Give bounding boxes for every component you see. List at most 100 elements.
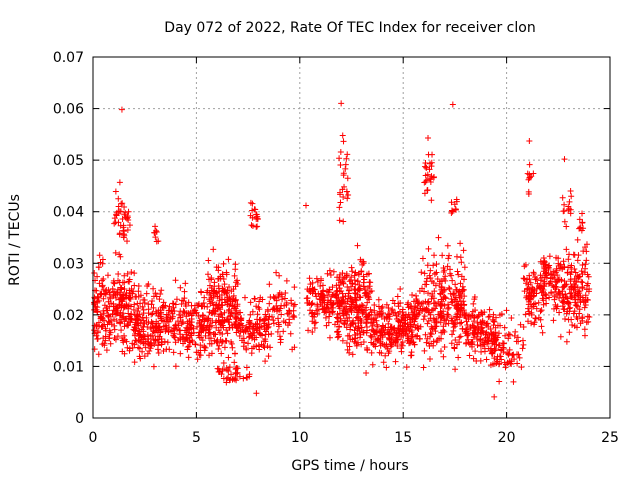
data-point	[357, 285, 364, 292]
data-point	[552, 269, 559, 276]
data-point	[514, 334, 521, 341]
data-point	[518, 364, 525, 371]
data-point	[135, 305, 142, 312]
data-point	[472, 348, 479, 355]
data-point	[117, 222, 124, 229]
data-point	[181, 288, 188, 295]
data-point	[461, 264, 468, 271]
data-point	[195, 349, 202, 356]
data-point	[343, 324, 350, 331]
data-point	[556, 288, 563, 295]
data-point	[521, 263, 528, 270]
data-point	[577, 299, 584, 306]
data-point	[206, 352, 213, 359]
data-point	[347, 326, 354, 333]
data-point	[171, 334, 178, 341]
data-point	[137, 300, 144, 307]
data-point	[144, 350, 151, 357]
data-point	[535, 299, 542, 306]
data-point	[559, 303, 566, 310]
data-point	[524, 170, 531, 177]
data-point	[224, 330, 231, 337]
data-point	[105, 298, 112, 305]
data-point	[445, 284, 452, 291]
data-point	[220, 260, 227, 267]
data-point	[122, 292, 129, 299]
data-point	[309, 329, 316, 336]
data-point	[451, 321, 458, 328]
data-point	[136, 345, 143, 352]
data-point	[543, 300, 550, 307]
data-point	[125, 322, 132, 329]
data-point	[220, 360, 227, 367]
data-point	[574, 236, 581, 243]
data-point	[129, 290, 136, 297]
data-point	[156, 333, 163, 340]
data-point	[280, 328, 287, 335]
data-point	[477, 329, 484, 336]
data-point	[428, 323, 435, 330]
data-point	[352, 304, 359, 311]
data-point	[205, 326, 212, 333]
data-point	[493, 336, 500, 343]
data-point	[470, 300, 477, 307]
data-point	[431, 288, 438, 295]
data-point	[344, 346, 351, 353]
data-point	[223, 271, 230, 278]
data-point	[494, 322, 501, 329]
data-point	[562, 290, 569, 297]
data-point	[574, 296, 581, 303]
data-point	[103, 305, 110, 312]
data-point	[487, 345, 494, 352]
data-point	[349, 320, 356, 327]
x-tick-label: 10	[291, 430, 309, 446]
data-point	[223, 326, 230, 333]
data-point	[455, 289, 462, 296]
data-point	[571, 266, 578, 273]
data-point	[107, 340, 114, 347]
data-point	[506, 358, 513, 365]
data-point	[399, 306, 406, 313]
data-point	[249, 308, 256, 315]
data-point	[276, 272, 283, 279]
data-point	[430, 262, 437, 269]
data-point	[206, 329, 213, 336]
data-point	[159, 303, 166, 310]
data-point	[119, 216, 126, 223]
data-point	[449, 277, 456, 284]
data-point	[94, 304, 101, 311]
data-point	[121, 211, 128, 218]
data-point	[193, 309, 200, 316]
data-point	[344, 283, 351, 290]
data-point	[423, 164, 430, 171]
data-point	[561, 283, 568, 290]
data-point	[270, 320, 277, 327]
data-point	[392, 358, 399, 365]
data-point	[422, 306, 429, 313]
data-point	[340, 218, 347, 225]
data-point	[134, 312, 141, 319]
data-point	[267, 344, 274, 351]
data-point	[448, 210, 455, 217]
data-point	[334, 334, 341, 341]
data-point	[340, 279, 347, 286]
data-point	[341, 274, 348, 281]
data-point	[508, 315, 515, 322]
data-point	[573, 324, 580, 331]
data-point	[178, 320, 185, 327]
data-point	[509, 352, 516, 359]
data-point	[382, 352, 389, 359]
data-point	[564, 269, 571, 276]
data-point	[314, 301, 321, 308]
data-point	[583, 257, 590, 264]
data-point	[343, 188, 350, 195]
data-point	[239, 326, 246, 333]
data-point	[479, 324, 486, 331]
data-point	[427, 330, 434, 337]
data-point	[329, 301, 336, 308]
data-point	[483, 334, 490, 341]
data-point	[227, 296, 234, 303]
data-point	[519, 345, 526, 352]
data-point	[416, 335, 423, 342]
